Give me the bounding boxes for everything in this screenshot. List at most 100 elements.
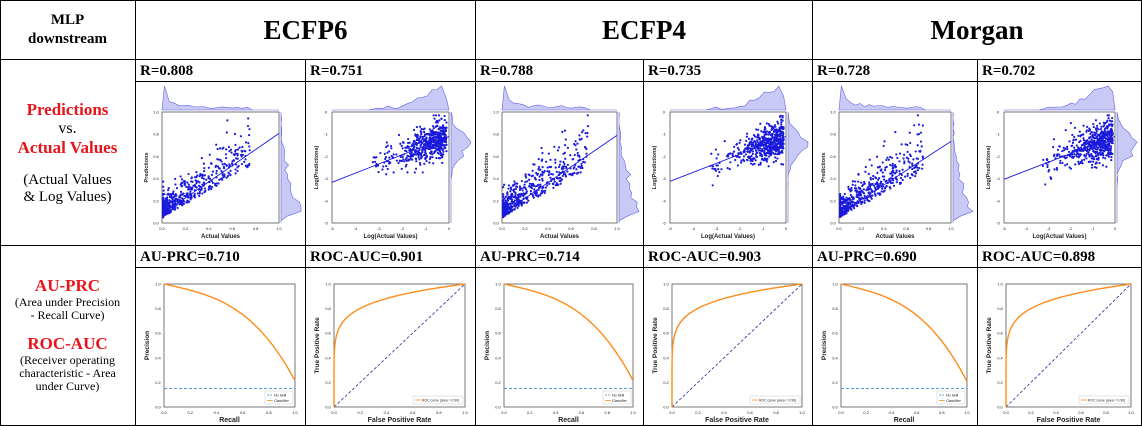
scatter-point <box>162 180 165 183</box>
scatter-point <box>892 184 896 187</box>
scatter-point <box>190 176 193 179</box>
scatter-point <box>858 198 861 201</box>
scatter-point <box>759 161 762 164</box>
y-tick-label: 1.0 <box>830 110 836 115</box>
scatter-point <box>408 141 411 144</box>
scatter-point <box>851 183 854 186</box>
x-tick-label: 1.0 <box>462 410 468 415</box>
scatter-point <box>739 139 742 142</box>
scatter-point <box>181 204 184 207</box>
scatter-point <box>1066 163 1069 166</box>
scatter-point <box>755 149 758 152</box>
y-marginal-histogram <box>280 112 302 223</box>
y-tick-label: 0.4 <box>325 355 331 360</box>
scatter-point <box>714 148 717 151</box>
scatter-point <box>162 209 165 213</box>
scatter-point <box>547 173 550 177</box>
scatter-point <box>246 124 250 128</box>
scatter-point <box>162 189 165 192</box>
scatter-point <box>1072 138 1076 141</box>
scatter-point <box>746 155 750 159</box>
y-axis-label: Predictions <box>484 153 490 183</box>
row1-title-predictions: Predictions <box>26 100 109 119</box>
scatter-point <box>1102 124 1106 127</box>
scatter-point <box>760 157 764 160</box>
scatter-point <box>1089 136 1092 139</box>
scatter-point <box>1046 163 1049 166</box>
x-tick-label: 0 <box>1114 226 1117 231</box>
scatter-point <box>552 186 555 189</box>
scatter-point <box>747 147 750 150</box>
scatter-point <box>1072 156 1075 160</box>
x-tick-label: 0.0 <box>836 226 842 231</box>
scatter-point <box>763 157 766 160</box>
scatter-point <box>580 131 584 134</box>
scatter-point <box>386 151 389 154</box>
y-tick-label: 0.4 <box>155 355 161 360</box>
scatter-point <box>222 174 225 177</box>
scatter-point <box>518 193 521 196</box>
x-tick-label: -4 <box>354 226 358 231</box>
scatter-point <box>873 184 876 187</box>
y-axis-label: Predictions <box>821 153 827 183</box>
scatter-point <box>405 150 408 153</box>
scatter-point <box>711 167 714 170</box>
y-tick-label: 0.6 <box>832 331 838 336</box>
scatter-point <box>751 152 754 155</box>
x-axis-label: Recall <box>894 417 915 424</box>
scatter-point <box>1093 131 1097 134</box>
scatter-point <box>529 189 532 193</box>
y-tick-label: 0.4 <box>493 176 499 181</box>
scatter-point <box>903 160 906 163</box>
scatter-point <box>504 213 507 217</box>
scatter-point <box>1079 161 1082 165</box>
scatter-point <box>444 127 447 130</box>
scatter-point <box>1058 153 1061 156</box>
scatter-point <box>876 171 879 175</box>
scatter-point <box>441 132 444 135</box>
scatter-point <box>532 184 536 187</box>
x-tick-label: 1.0 <box>948 226 954 231</box>
scatter-point <box>1102 134 1106 138</box>
scatter-point <box>866 197 869 200</box>
scatter-point <box>418 161 422 165</box>
scatter-point <box>217 158 221 161</box>
scatter-point <box>575 168 578 171</box>
scatter-point <box>519 202 522 205</box>
x-axis-label: False Positive Rate <box>1037 417 1101 424</box>
scatter-point <box>525 190 528 193</box>
scatter-point <box>416 136 419 139</box>
x-marginal-histogram <box>332 85 450 111</box>
scatter-point <box>765 152 768 155</box>
scatter-point <box>1089 160 1092 163</box>
scatter-point <box>847 185 850 189</box>
scatter-point <box>385 141 388 144</box>
scatter-point <box>432 134 435 137</box>
scatter-point <box>1048 169 1051 172</box>
scatter-point <box>518 185 522 188</box>
x-tick-label: 0.0 <box>501 410 507 415</box>
scatter-point <box>433 151 436 155</box>
scatter-point <box>537 165 541 169</box>
scatter-point <box>202 177 206 180</box>
scatter-point <box>868 184 871 187</box>
scatter-point <box>514 191 517 194</box>
scatter-point <box>867 200 871 203</box>
scatter-point <box>420 133 423 136</box>
chance-diagonal <box>1005 283 1132 408</box>
y-axis-label: Log(Predictions) <box>314 145 320 189</box>
scatter-point <box>857 201 860 205</box>
scatter-point <box>228 150 231 153</box>
scatter-point <box>188 187 192 190</box>
scatter-point <box>710 152 713 155</box>
scatter-point <box>502 210 505 213</box>
scatter-point <box>437 114 441 117</box>
scatter-point <box>750 145 753 148</box>
scatter-point <box>580 164 583 168</box>
y-tick-label: 0.0 <box>495 405 501 410</box>
scatter-point <box>217 182 220 185</box>
scatter-point <box>379 151 382 155</box>
scatter-point <box>388 156 391 159</box>
scatter-point <box>440 129 443 132</box>
scatter-point <box>850 186 853 190</box>
